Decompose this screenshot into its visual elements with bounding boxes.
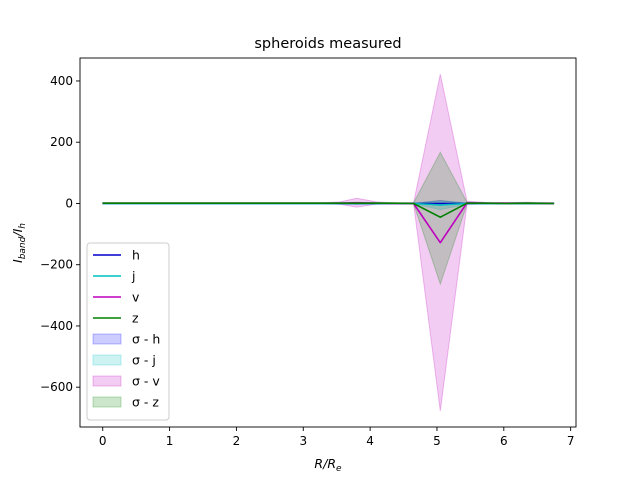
- x-tick-label: 7: [567, 434, 575, 448]
- y-tick-label: −200: [40, 258, 73, 272]
- legend-handle-sigma-v: [92, 375, 122, 387]
- plot-frame: [79, 57, 577, 428]
- y-tick-label: 200: [50, 135, 73, 149]
- plot-area: [79, 57, 577, 428]
- legend-label: j: [131, 269, 135, 284]
- legend-handle-sigma-h: [92, 333, 122, 345]
- x-tick-label: 6: [500, 434, 508, 448]
- legend-label: σ - j: [132, 353, 156, 368]
- chart-title: spheroids measured: [254, 36, 401, 52]
- x-tick-label: 5: [433, 434, 441, 448]
- x-tick-label: 4: [366, 434, 374, 448]
- legend-handle-sigma-j: [92, 354, 122, 366]
- x-axis-ticks: 0 1 2 3 4 5 6 7: [99, 427, 575, 448]
- legend-label: h: [132, 248, 140, 263]
- legend-label: z: [132, 311, 139, 326]
- series-line-z: [102, 202, 554, 218]
- legend-label: σ - h: [132, 332, 160, 347]
- x-tick-label: 3: [299, 434, 307, 448]
- x-axis-label: R/Re: [314, 456, 342, 474]
- y-tick-label: 0: [65, 196, 73, 210]
- y-axis-ticks: −600 −400 −200 0 200 400: [40, 74, 80, 394]
- y-tick-label: 400: [50, 74, 73, 88]
- y-tick-label: −600: [40, 380, 73, 394]
- x-tick-label: 1: [166, 434, 174, 448]
- series-lines: [102, 202, 554, 244]
- legend-label: σ - z: [132, 395, 159, 410]
- legend-label: v: [132, 290, 140, 305]
- x-tick-label: 2: [233, 434, 241, 448]
- legend-box: [86, 242, 170, 421]
- legend-label: σ - v: [132, 374, 160, 389]
- y-tick-label: −400: [40, 319, 73, 333]
- x-tick-label: 0: [99, 434, 107, 448]
- legend-handle-sigma-z: [92, 396, 122, 408]
